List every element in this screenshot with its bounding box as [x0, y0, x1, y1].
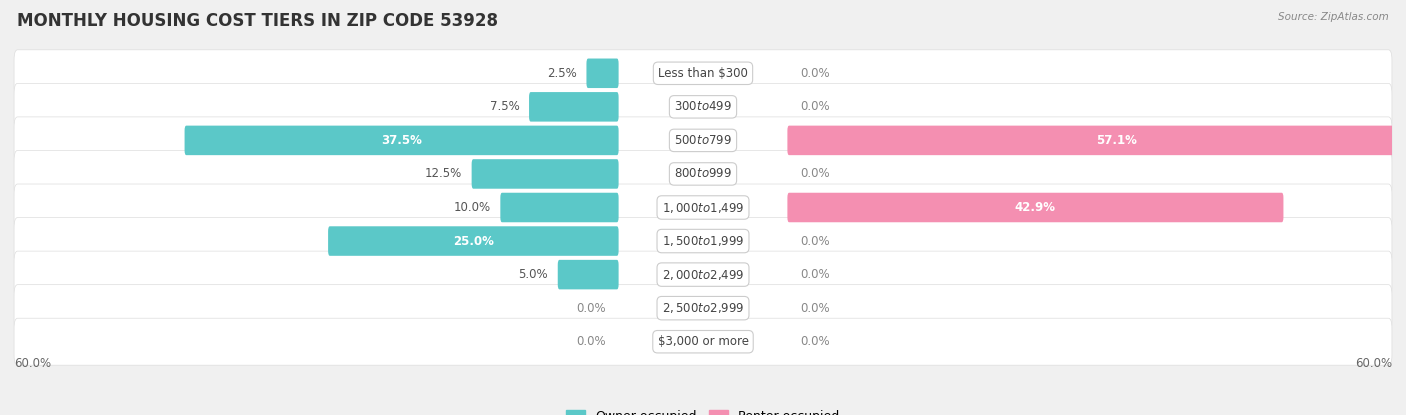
FancyBboxPatch shape — [471, 159, 619, 189]
FancyBboxPatch shape — [14, 151, 1392, 198]
FancyBboxPatch shape — [14, 318, 1392, 365]
Text: 37.5%: 37.5% — [381, 134, 422, 147]
Text: Source: ZipAtlas.com: Source: ZipAtlas.com — [1278, 12, 1389, 22]
FancyBboxPatch shape — [184, 126, 619, 155]
FancyBboxPatch shape — [14, 285, 1392, 332]
FancyBboxPatch shape — [586, 59, 619, 88]
FancyBboxPatch shape — [14, 217, 1392, 264]
Text: $1,500 to $1,999: $1,500 to $1,999 — [662, 234, 744, 248]
Text: 0.0%: 0.0% — [576, 302, 606, 315]
Text: 57.1%: 57.1% — [1097, 134, 1137, 147]
Text: $2,000 to $2,499: $2,000 to $2,499 — [662, 268, 744, 282]
FancyBboxPatch shape — [501, 193, 619, 222]
Text: MONTHLY HOUSING COST TIERS IN ZIP CODE 53928: MONTHLY HOUSING COST TIERS IN ZIP CODE 5… — [17, 12, 498, 30]
Text: $1,000 to $1,499: $1,000 to $1,499 — [662, 200, 744, 215]
Text: 60.0%: 60.0% — [1355, 357, 1392, 370]
Text: Less than $300: Less than $300 — [658, 67, 748, 80]
FancyBboxPatch shape — [328, 226, 619, 256]
FancyBboxPatch shape — [14, 83, 1392, 130]
Text: 12.5%: 12.5% — [425, 167, 461, 181]
FancyBboxPatch shape — [14, 184, 1392, 231]
Text: $500 to $799: $500 to $799 — [673, 134, 733, 147]
Text: $3,000 or more: $3,000 or more — [658, 335, 748, 348]
Text: 0.0%: 0.0% — [800, 67, 830, 80]
Text: 0.0%: 0.0% — [800, 268, 830, 281]
Text: 0.0%: 0.0% — [800, 302, 830, 315]
Text: 5.0%: 5.0% — [519, 268, 548, 281]
FancyBboxPatch shape — [787, 193, 1284, 222]
FancyBboxPatch shape — [558, 260, 619, 289]
FancyBboxPatch shape — [14, 117, 1392, 164]
Text: 25.0%: 25.0% — [453, 234, 494, 248]
Text: 0.0%: 0.0% — [800, 167, 830, 181]
Text: 0.0%: 0.0% — [800, 335, 830, 348]
Legend: Owner-occupied, Renter-occupied: Owner-occupied, Renter-occupied — [561, 405, 845, 415]
FancyBboxPatch shape — [14, 251, 1392, 298]
Text: 60.0%: 60.0% — [14, 357, 51, 370]
Text: 42.9%: 42.9% — [1015, 201, 1056, 214]
Text: 7.5%: 7.5% — [489, 100, 519, 113]
FancyBboxPatch shape — [14, 50, 1392, 97]
Text: $800 to $999: $800 to $999 — [673, 167, 733, 181]
FancyBboxPatch shape — [529, 92, 619, 122]
FancyBboxPatch shape — [787, 126, 1406, 155]
Text: $300 to $499: $300 to $499 — [673, 100, 733, 113]
Text: 0.0%: 0.0% — [800, 100, 830, 113]
Text: 2.5%: 2.5% — [547, 67, 576, 80]
Text: 0.0%: 0.0% — [800, 234, 830, 248]
Text: $2,500 to $2,999: $2,500 to $2,999 — [662, 301, 744, 315]
Text: 0.0%: 0.0% — [576, 335, 606, 348]
Text: 10.0%: 10.0% — [454, 201, 491, 214]
